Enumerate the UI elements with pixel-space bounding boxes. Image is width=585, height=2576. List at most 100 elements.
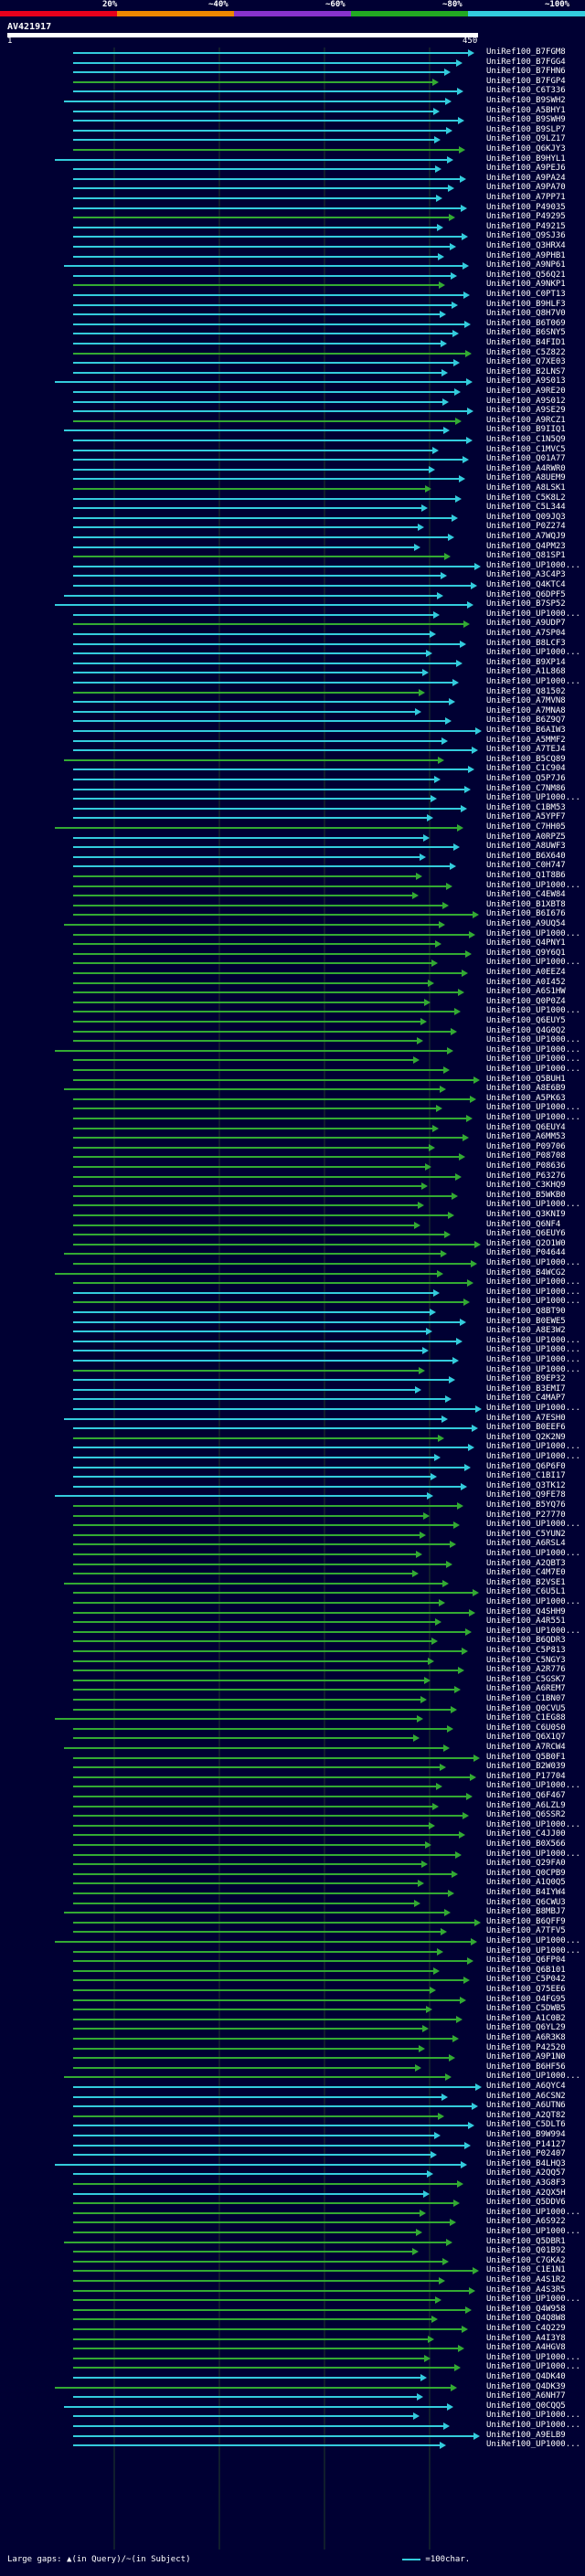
hit-row[interactable]: UniRef100_C4Q229 — [0, 2324, 585, 2335]
hit-row[interactable]: UniRef100_UP1000... — [0, 2362, 585, 2373]
hit-row[interactable]: UniRef100_A4HGV8 — [0, 2343, 585, 2354]
hit-row[interactable]: UniRef100_UP1000... — [0, 1258, 585, 1269]
hit-row[interactable]: UniRef100_P42520 — [0, 2043, 585, 2054]
hit-row[interactable]: UniRef100_A9UQ54 — [0, 919, 585, 930]
hit-row[interactable]: UniRef100_UP1000... — [0, 958, 585, 969]
hit-row[interactable]: UniRef100_B4IYW4 — [0, 1888, 585, 1899]
hit-name[interactable]: UniRef100_B5CQ89 — [486, 754, 566, 764]
hit-name[interactable]: UniRef100_UP1000... — [486, 2440, 580, 2450]
hit-row[interactable]: UniRef100_B9HLF3 — [0, 300, 585, 311]
hit-row[interactable]: UniRef100_A4I3Y8 — [0, 2334, 585, 2345]
hit-row[interactable]: UniRef100_P14127 — [0, 2140, 585, 2151]
hit-name[interactable]: UniRef100_Q4KTC4 — [486, 580, 566, 589]
hit-row[interactable]: UniRef100_Q2K2N9 — [0, 1433, 585, 1444]
hit-name[interactable]: UniRef100_UP1000... — [486, 1520, 580, 1530]
hit-row[interactable]: UniRef100_UP1000... — [0, 2353, 585, 2364]
hit-name[interactable]: UniRef100_Q2O1W0 — [486, 1238, 566, 1248]
hit-name[interactable]: UniRef100_UP1000... — [486, 1549, 580, 1558]
hit-name[interactable]: UniRef100_P17704 — [486, 1771, 566, 1781]
hit-row[interactable]: UniRef100_C5YUN2 — [0, 1530, 585, 1541]
hit-row[interactable]: UniRef100_A5PK63 — [0, 1094, 585, 1105]
hit-name[interactable]: UniRef100_B6T069 — [486, 318, 566, 328]
hit-row[interactable]: UniRef100_A8E6B9 — [0, 1084, 585, 1095]
hit-name[interactable]: UniRef100_B4WCG2 — [486, 1267, 566, 1277]
hit-row[interactable]: UniRef100_A7TFV5 — [0, 1926, 585, 1937]
hit-row[interactable]: UniRef100_UP1000... — [0, 2411, 585, 2422]
hit-name[interactable]: UniRef100_Q4SHH9 — [486, 1606, 566, 1617]
hit-name[interactable]: UniRef100_Q5B0F1 — [486, 1752, 566, 1762]
hit-row[interactable]: UniRef100_P09706 — [0, 1142, 585, 1153]
hit-name[interactable]: UniRef100_A0RPZ5 — [486, 832, 566, 842]
hit-row[interactable]: UniRef100_A7MVN8 — [0, 696, 585, 707]
hit-name[interactable]: UniRef100_Q81SP1 — [486, 551, 566, 561]
hit-row[interactable]: UniRef100_Q6P6F0 — [0, 1462, 585, 1473]
hit-row[interactable]: UniRef100_Q56Q21 — [0, 270, 585, 281]
hit-row[interactable]: UniRef100_C6U5L1 — [0, 1587, 585, 1598]
hit-row[interactable]: UniRef100_Q0P0Z4 — [0, 997, 585, 1008]
hit-name[interactable]: UniRef100_A9RCZ1 — [486, 415, 566, 425]
hit-row[interactable]: UniRef100_A8UWF3 — [0, 842, 585, 853]
hit-name[interactable]: UniRef100_UP1000... — [486, 958, 580, 968]
hit-row[interactable]: UniRef100_C5L344 — [0, 503, 585, 514]
hit-row[interactable]: UniRef100_UP1000... — [0, 1936, 585, 1947]
hit-row[interactable]: UniRef100_Q4PM23 — [0, 542, 585, 553]
hit-name[interactable]: UniRef100_B5YQ76 — [486, 1500, 566, 1510]
hit-name[interactable]: UniRef100_P02407 — [486, 2149, 566, 2159]
hit-row[interactable]: UniRef100_A6REM7 — [0, 1684, 585, 1695]
hit-row[interactable]: UniRef100_B4FID1 — [0, 338, 585, 349]
hit-name[interactable]: UniRef100_Q4PM23 — [486, 541, 566, 551]
hit-row[interactable]: UniRef100_A9PA24 — [0, 174, 585, 185]
hit-name[interactable]: UniRef100_C5K8L2 — [486, 493, 566, 503]
hit-name[interactable]: UniRef100_C6U0S0 — [486, 1723, 566, 1733]
hit-row[interactable]: UniRef100_B0EWE5 — [0, 1317, 585, 1328]
hit-row[interactable]: UniRef100_Q6B101 — [0, 1966, 585, 1977]
hit-name[interactable]: UniRef100_P08636 — [486, 1161, 566, 1171]
hit-row[interactable]: UniRef100_Q09JQ3 — [0, 513, 585, 524]
hit-name[interactable]: UniRef100_A9S013 — [486, 376, 566, 387]
hit-row[interactable]: UniRef100_UP1000... — [0, 1065, 585, 1076]
hit-name[interactable]: UniRef100_A6NH77 — [486, 2391, 566, 2401]
hit-row[interactable]: UniRef100_B9SWH2 — [0, 96, 585, 107]
hit-row[interactable]: UniRef100_B6AIW3 — [0, 726, 585, 737]
hit-row[interactable]: UniRef100_UP1000... — [0, 2421, 585, 2432]
hit-name[interactable]: UniRef100_A5MMF2 — [486, 735, 566, 745]
hit-name[interactable]: UniRef100_UP1000... — [486, 1364, 580, 1374]
hit-row[interactable]: UniRef100_A6R3K8 — [0, 2033, 585, 2044]
hit-row[interactable]: UniRef100_C7GKA2 — [0, 2256, 585, 2267]
hit-name[interactable]: UniRef100_B7FHN6 — [486, 67, 566, 77]
hit-row[interactable]: UniRef100_UP1000... — [0, 1200, 585, 1211]
hit-name[interactable]: UniRef100_A1L868 — [486, 667, 566, 677]
hit-name[interactable]: UniRef100_Q6F467 — [486, 1791, 566, 1800]
hit-row[interactable]: UniRef100_A4R551 — [0, 1617, 585, 1627]
hit-name[interactable]: UniRef100_A9NKP1 — [486, 280, 566, 290]
hit-row[interactable]: UniRef100_A6MM53 — [0, 1132, 585, 1143]
hit-row[interactable]: UniRef100_UP1000... — [0, 1442, 585, 1453]
hit-name[interactable]: UniRef100_B8MBJ7 — [486, 1907, 566, 1917]
hit-name[interactable]: UniRef100_UP1000... — [486, 1819, 580, 1829]
hit-name[interactable]: UniRef100_Q6SSR2 — [486, 1810, 566, 1820]
hit-row[interactable]: UniRef100_A9S012 — [0, 397, 585, 408]
hit-row[interactable]: UniRef100_C5GSK7 — [0, 1675, 585, 1686]
hit-row[interactable]: UniRef100_Q9Y6Q1 — [0, 949, 585, 959]
hit-name[interactable]: UniRef100_A4R551 — [486, 1617, 566, 1627]
hit-row[interactable]: UniRef100_C3KHQ9 — [0, 1181, 585, 1192]
hit-name[interactable]: UniRef100_Q75EE6 — [486, 1985, 566, 1994]
hit-name[interactable]: UniRef100_Q4DK40 — [486, 2372, 566, 2381]
hit-row[interactable]: UniRef100_B6Z9Q7 — [0, 716, 585, 726]
hit-row[interactable]: UniRef100_A7SP04 — [0, 629, 585, 640]
hit-name[interactable]: UniRef100_A5YPF7 — [486, 812, 566, 822]
hit-row[interactable]: UniRef100_B8MBJ7 — [0, 1907, 585, 1918]
hit-name[interactable]: UniRef100_P08708 — [486, 1151, 566, 1161]
hit-name[interactable]: UniRef100_A8LSK1 — [486, 483, 566, 493]
hit-row[interactable]: UniRef100_A8LSK1 — [0, 483, 585, 494]
hit-name[interactable]: UniRef100_B6SNY5 — [486, 328, 566, 338]
hit-row[interactable]: UniRef100_P49035 — [0, 203, 585, 214]
hit-name[interactable]: UniRef100_A3C4P3 — [486, 570, 566, 580]
hit-row[interactable]: UniRef100_A5MMF2 — [0, 736, 585, 747]
hit-name[interactable]: UniRef100_C1BM53 — [486, 802, 566, 812]
hit-name[interactable]: UniRef100_C1BN07 — [486, 1694, 566, 1703]
hit-name[interactable]: UniRef100_A7SP04 — [486, 629, 566, 638]
hit-name[interactable]: UniRef100_A8UEM9 — [486, 473, 566, 483]
hit-name[interactable]: UniRef100_C4Q229 — [486, 2324, 566, 2333]
hit-row[interactable]: UniRef100_C7HH05 — [0, 822, 585, 833]
